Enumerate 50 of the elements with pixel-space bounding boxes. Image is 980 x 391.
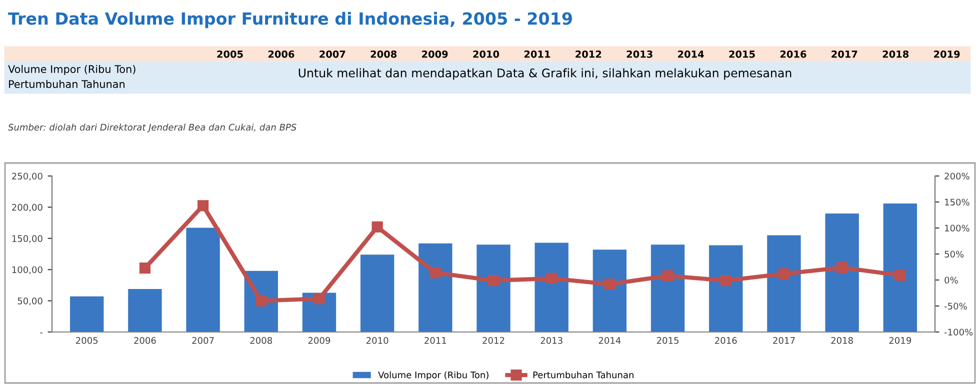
category-label: 2017 bbox=[832, 50, 858, 58]
category-label: 2019 bbox=[934, 50, 960, 58]
chart-title: Tren Data Volume Impor Furniture di Indonesia, 2005 - 2019 bbox=[8, 12, 572, 28]
y-tick-label: 250,00 bbox=[12, 172, 42, 180]
y2-tick-label: 0% bbox=[944, 276, 958, 284]
category-label: 2005 bbox=[217, 50, 243, 58]
y-tick-label: 150,00 bbox=[12, 235, 42, 243]
y-tick-label: 200,00 bbox=[12, 204, 42, 212]
x-tick-label: 2013 bbox=[540, 337, 562, 344]
category-label: 2007 bbox=[320, 50, 346, 58]
category-label: 2012 bbox=[576, 50, 602, 58]
category-label: 2009 bbox=[422, 50, 448, 58]
x-tick-label: 2006 bbox=[134, 337, 156, 344]
category-label: 2015 bbox=[729, 50, 755, 58]
text: Pertumbuhan Tahunan bbox=[9, 80, 124, 88]
x-tick-label: 2016 bbox=[715, 337, 737, 344]
x-tick-label: 2017 bbox=[773, 337, 795, 344]
y2-tick-label: 150% bbox=[945, 198, 970, 206]
x-tick-label: 2010 bbox=[366, 337, 388, 344]
text: Volume Impor (Ribu Ton) bbox=[8, 64, 136, 76]
legend-label: Pertumbuhan Tahunan bbox=[533, 371, 634, 378]
y2-tick-label: 200% bbox=[944, 172, 970, 180]
y2-tick-label: 50% bbox=[944, 250, 964, 258]
x-tick-label: 2019 bbox=[889, 337, 911, 344]
y-tick-label: - bbox=[40, 332, 43, 334]
y2-tick-label: -100% bbox=[944, 328, 973, 336]
category-label: 2011 bbox=[524, 50, 550, 58]
x-tick-label: 2007 bbox=[192, 337, 214, 344]
text: Sumber: diolah dari Direktorat Jenderal Bea dan Cukai, dan BPS bbox=[8, 124, 296, 132]
y-tick-label: 100,00 bbox=[12, 266, 42, 274]
y2-tick-label: 100% bbox=[945, 224, 970, 232]
category-label: 2013 bbox=[626, 50, 652, 58]
x-tick-label: 2015 bbox=[656, 337, 678, 344]
legend-label: Volume Impor (Ribu Ton) bbox=[378, 371, 488, 380]
category-label: 2008 bbox=[370, 50, 397, 58]
y2-tick-label: -50% bbox=[944, 302, 967, 310]
x-tick-label: 2011 bbox=[424, 337, 446, 344]
x-tick-label: 2014 bbox=[598, 337, 621, 344]
category-label: 2010 bbox=[473, 50, 500, 58]
y-tick-label: 50,00 bbox=[18, 298, 42, 306]
x-tick-label: 2018 bbox=[831, 337, 853, 344]
category-label: 2006 bbox=[268, 50, 294, 58]
x-tick-label: 2009 bbox=[308, 337, 330, 344]
x-tick-label: 2008 bbox=[250, 337, 272, 344]
x-tick-label: 2012 bbox=[482, 337, 504, 344]
category-label: 2016 bbox=[780, 50, 806, 58]
text: Untuk melihat dan mendapatkan Data & Grafik ini, silahkan melakukan pemesanan bbox=[298, 68, 792, 80]
category-label: 2018 bbox=[882, 50, 909, 58]
x-tick-label: 2005 bbox=[76, 337, 98, 344]
category-label: 2014 bbox=[678, 50, 704, 58]
